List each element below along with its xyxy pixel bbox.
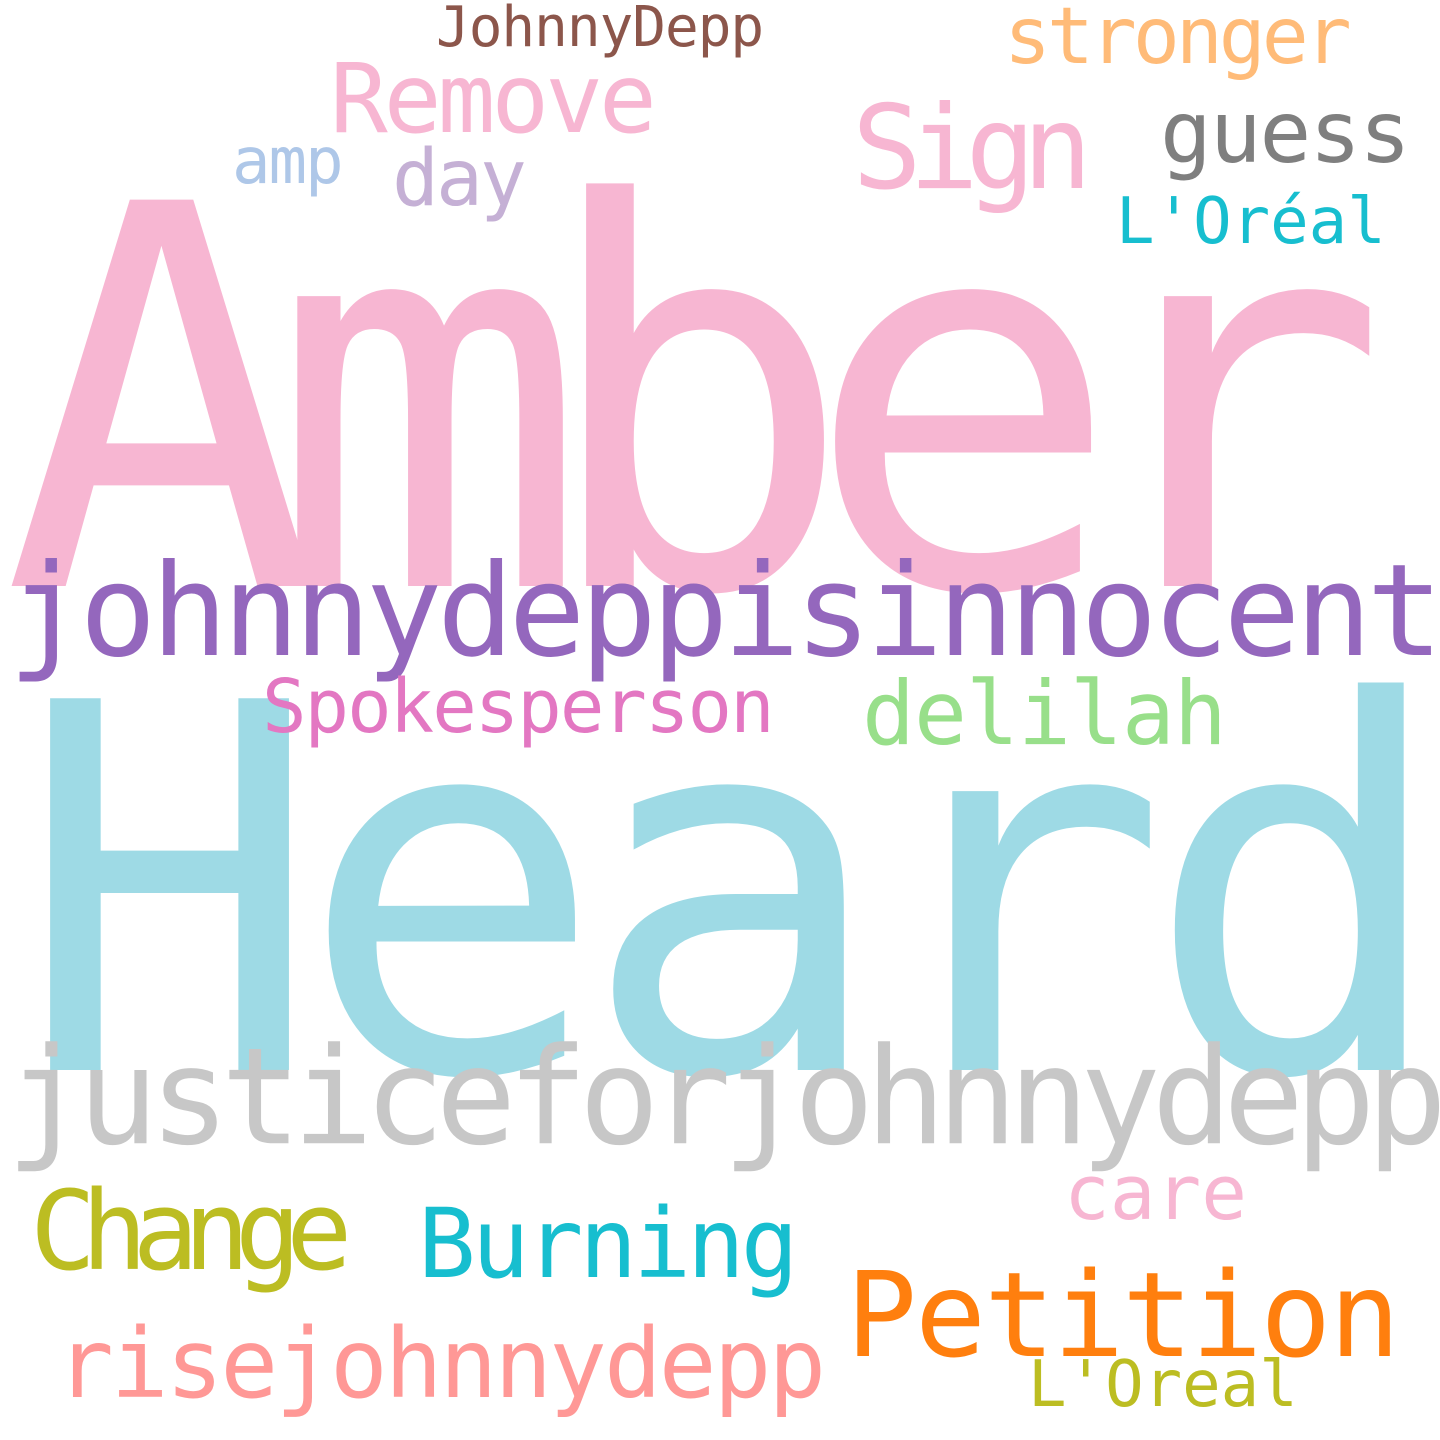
word-justiceforjohnnydepp: justiceforjohnnydepp	[6, 1018, 1440, 1176]
word-amp: amp	[232, 125, 344, 199]
word-loreal: L'Oreal	[1028, 1348, 1298, 1422]
word-change: Change	[30, 1167, 352, 1295]
word-guess: guess	[1160, 83, 1411, 183]
word-heard: Heard	[16, 598, 1440, 1191]
word-remove: Remove	[330, 43, 657, 155]
word-loreal-accented: L'Oréal	[1116, 185, 1386, 259]
word-risejohnnydepp: risejohnnydepp	[56, 1308, 826, 1420]
word-day: day	[392, 134, 527, 224]
word-burning: Burning	[418, 1188, 799, 1300]
word-johnnydeppisinnocent: johnnydeppisinnocent	[8, 537, 1440, 686]
word-johnnydepp: JohnnyDepp	[436, 0, 764, 60]
word-care: care	[1064, 1148, 1248, 1237]
word-delilah: delilah	[862, 662, 1227, 765]
word-sign: Sign	[852, 81, 1092, 216]
word-stronger: stronger	[1004, 0, 1352, 82]
word-petition: Petition	[846, 1246, 1400, 1384]
word-amber: Amber	[2, 94, 1389, 711]
word-spokesperson: Spokesperson	[262, 664, 775, 750]
